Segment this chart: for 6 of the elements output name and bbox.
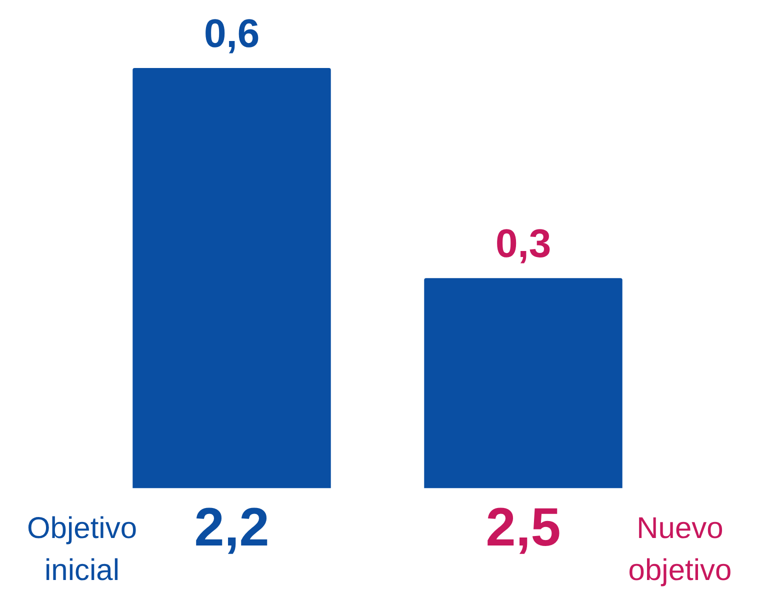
text: Objetivo inicial [26,511,138,589]
x-tick-label: 2,5 [486,497,561,558]
data-label: 0,6 [204,12,260,56]
x-tick-label: 2,2 [194,497,270,558]
text: Nuevo objetivo [627,511,733,589]
data-label: 0,3 [495,222,552,266]
